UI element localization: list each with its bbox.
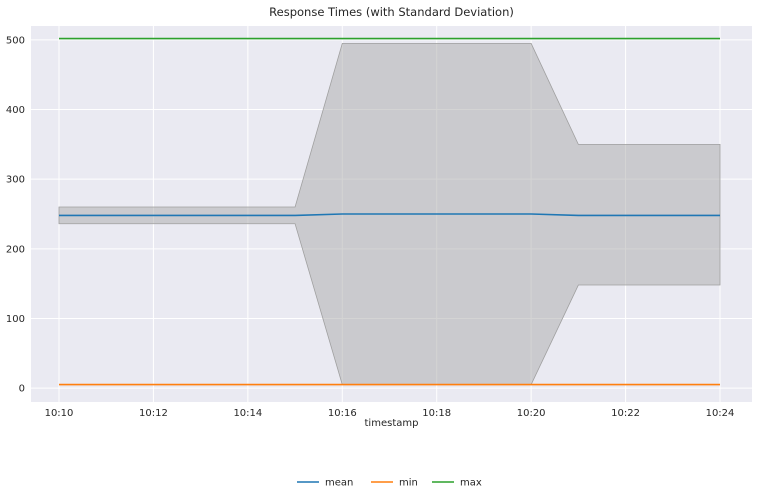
x-tick-label: 10:14 (233, 408, 262, 419)
legend-label-max: max (460, 478, 482, 489)
x-tick-label: 10:20 (517, 408, 546, 419)
x-tick-label: 10:18 (422, 408, 451, 419)
series-lines (59, 37, 720, 386)
x-tick-label: 10:16 (328, 408, 357, 419)
x-tick-label: 10:22 (611, 408, 640, 419)
y-tick-label: 500 (6, 35, 25, 46)
x-tick-labels: 10:10 10:12 10:14 10:16 10:18 10:20 10:22 10:24 (45, 408, 735, 419)
x-tick-label: 10:24 (706, 408, 735, 419)
y-tick-label: 0 (19, 384, 25, 395)
x-tick-label: 10:12 (139, 408, 168, 419)
x-tick-label: 10:10 (45, 408, 74, 419)
legend-label-mean: mean (325, 478, 353, 489)
y-tick-labels: 0 100 200 300 400 500 (6, 35, 25, 394)
x-axis-label: timestamp (365, 418, 419, 429)
legend: mean min max (297, 478, 482, 489)
y-tick-label: 400 (6, 105, 25, 116)
series-line-mean (59, 213, 720, 217)
y-tick-label: 300 (6, 175, 25, 186)
chart-title: Response Times (with Standard Deviation) (269, 5, 514, 19)
y-tick-label: 200 (6, 244, 25, 255)
y-tick-label: 100 (6, 314, 25, 325)
legend-label-min: min (399, 478, 418, 489)
